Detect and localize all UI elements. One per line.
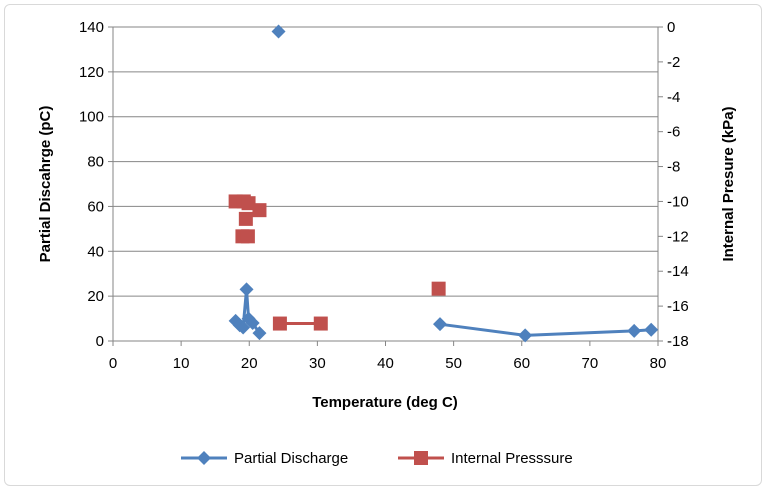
- y-tick-label: 80: [87, 154, 104, 171]
- y2-axis-title: Internal Presure (kPa): [720, 106, 737, 261]
- y-axis-title: Partial Discahrge (pC): [37, 106, 54, 263]
- data-point-partial-discharge: [518, 328, 533, 343]
- data-point-internal-presssure: [272, 316, 287, 331]
- data-point-partial-discharge: [627, 323, 642, 338]
- x-tick-label: 50: [445, 355, 462, 372]
- y-tick-label: 120: [79, 64, 104, 81]
- x-tick-label: 0: [109, 355, 117, 372]
- legend: Partial Discharge Internal Presssure: [181, 450, 573, 467]
- legend-label-internal-pressure: Internal Presssure: [451, 450, 573, 467]
- y2-tick-label: -10: [667, 193, 689, 210]
- data-point-partial-discharge: [252, 326, 267, 341]
- data-point-partial-discharge: [271, 24, 286, 39]
- data-point-internal-presssure: [238, 211, 253, 226]
- y2-tick-label: -14: [667, 263, 689, 280]
- y-tick-label: 140: [79, 19, 104, 36]
- data-point-internal-presssure: [313, 316, 328, 331]
- x-tick-label: 70: [582, 355, 599, 372]
- x-tick-label: 80: [650, 355, 667, 372]
- x-tick-label: 60: [513, 355, 530, 372]
- data-point-internal-presssure: [252, 203, 267, 218]
- y2-tick-label: -12: [667, 228, 689, 245]
- x-tick-label: 10: [173, 355, 190, 372]
- y-tick-label: 60: [87, 198, 104, 215]
- data-point-partial-discharge: [433, 317, 447, 332]
- data-point-partial-discharge: [644, 322, 659, 337]
- chart-frame: [4, 4, 762, 486]
- x-axis-title: Temperature (deg C): [312, 394, 458, 411]
- data-point-internal-presssure: [240, 229, 255, 244]
- y2-tick-label: -2: [667, 54, 680, 71]
- x-tick-label: 20: [241, 355, 258, 372]
- legend-label-partial-discharge: Partial Discharge: [234, 450, 348, 467]
- y-tick-label: 100: [79, 109, 104, 126]
- y2-tick-label: 0: [667, 19, 675, 36]
- legend-marker-diamond: [197, 451, 211, 465]
- data-point-partial-discharge: [245, 316, 260, 331]
- data-point-internal-presssure: [431, 281, 446, 296]
- x-tick-label: 40: [377, 355, 394, 372]
- data-point-partial-discharge: [239, 282, 254, 297]
- data-point-partial-discharge: [236, 320, 251, 335]
- y2-tick-label: -8: [667, 159, 680, 176]
- y2-tick-label: -16: [667, 298, 689, 315]
- y-tick-label: 20: [87, 288, 104, 305]
- y2-tick-label: -4: [667, 89, 680, 106]
- x-tick-label: 30: [309, 355, 326, 372]
- y-tick-label: 0: [96, 333, 104, 350]
- data-point-internal-presssure: [241, 196, 256, 211]
- legend-marker-square: [414, 451, 428, 465]
- y2-tick-label: -18: [667, 333, 689, 350]
- y-tick-label: 40: [87, 243, 104, 260]
- series-line-partial-discharge: [439, 322, 652, 337]
- y2-tick-label: -6: [667, 124, 680, 141]
